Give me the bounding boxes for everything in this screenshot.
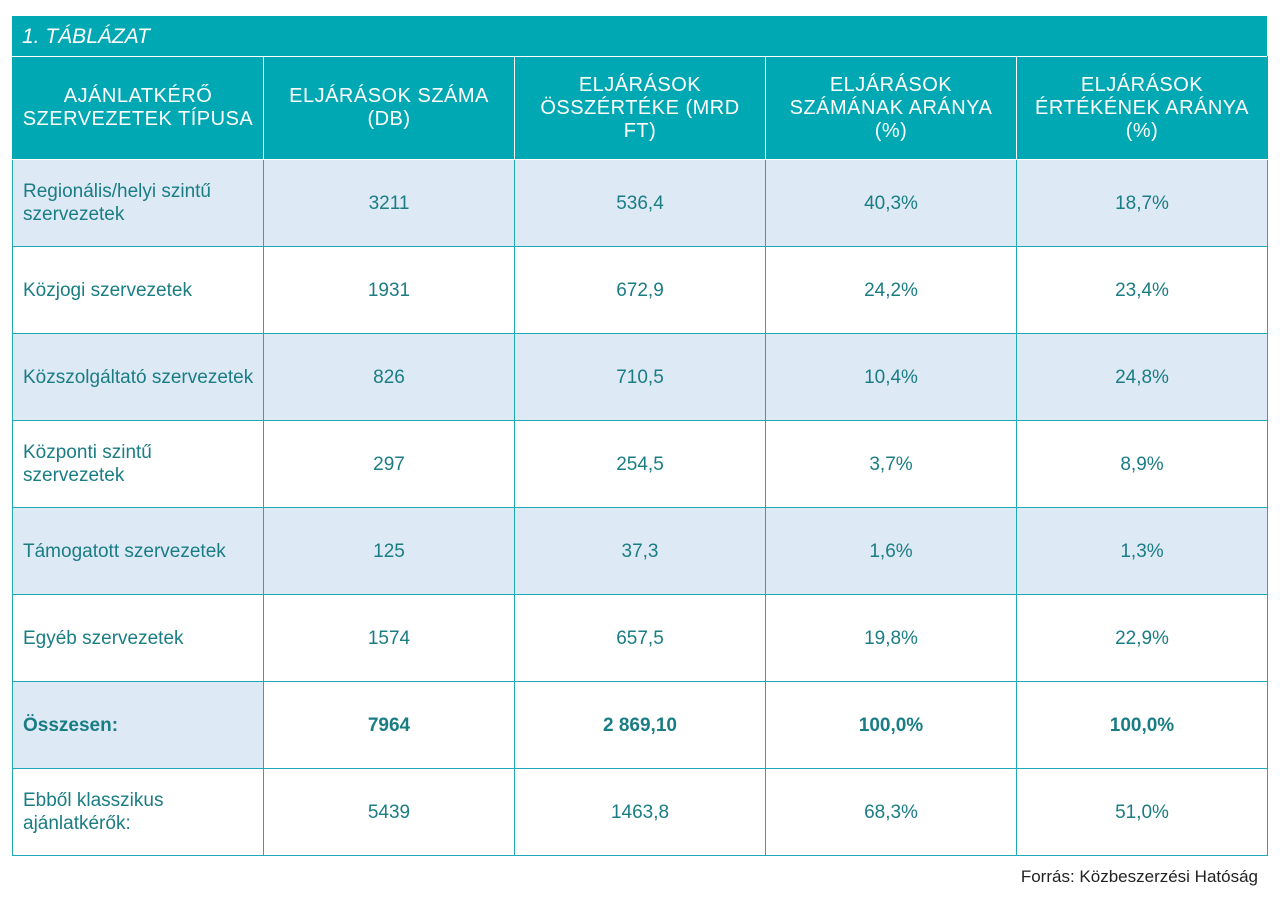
cell-count: 5439 — [263, 768, 515, 856]
cell-value-share: 22,9% — [1016, 594, 1268, 682]
cell-count: 125 — [263, 507, 515, 595]
cell-count-share: 19,8% — [765, 594, 1017, 682]
cell-value-share: 18,7% — [1016, 159, 1268, 247]
cell-value-share: 100,0% — [1016, 681, 1268, 769]
cell-value: 2 869,10 — [514, 681, 766, 769]
header-count-share: ELJÁRÁSOK SZÁMÁNAK ARÁNYA (%) — [765, 56, 1017, 160]
header-proc-count: ELJÁRÁSOK SZÁMA (DB) — [263, 56, 515, 160]
cell-value: 1463,8 — [514, 768, 766, 856]
table-row: Regionális/helyi szintű szervezetek 3211… — [12, 159, 1268, 247]
table-row: Egyéb szervezetek 1574 657,5 19,8% 22,9% — [12, 594, 1268, 682]
cell-value: 254,5 — [514, 420, 766, 508]
cell-value-share: 8,9% — [1016, 420, 1268, 508]
header-row: AJÁNLATKÉRŐ SZERVEZETEK TÍPUSA ELJÁRÁSOK… — [12, 56, 1268, 160]
cell-count-share: 40,3% — [765, 159, 1017, 247]
table-container: 1. TÁBLÁZAT AJÁNLATKÉRŐ SZERVEZETEK TÍPU… — [12, 16, 1268, 856]
cell-value: 672,9 — [514, 246, 766, 334]
row-label: Egyéb szervezetek — [12, 594, 264, 682]
cell-count: 1574 — [263, 594, 515, 682]
cell-count: 297 — [263, 420, 515, 508]
table-row: Közszolgáltató szervezetek 826 710,5 10,… — [12, 333, 1268, 421]
cell-count: 3211 — [263, 159, 515, 247]
source-note: Forrás: Közbeszerzési Hatóság — [1020, 867, 1258, 886]
cell-count-share: 1,6% — [765, 507, 1017, 595]
cell-value: 536,4 — [514, 159, 766, 247]
cell-value-share: 23,4% — [1016, 246, 1268, 334]
cell-value-share: 24,8% — [1016, 333, 1268, 421]
cell-value: 710,5 — [514, 333, 766, 421]
header-proc-value: ELJÁRÁSOK ÖSSZÉRTÉKE (MRD FT) — [514, 56, 766, 160]
table-row: Közjogi szervezetek 1931 672,9 24,2% 23,… — [12, 246, 1268, 334]
row-label: Összesen: — [12, 681, 264, 769]
cell-value-share: 51,0% — [1016, 768, 1268, 856]
table-row: Ebből klasszikus ajánlatkérők: 5439 1463… — [12, 768, 1268, 856]
header-value-share: ELJÁRÁSOK ÉRTÉKÉNEK ARÁNYA (%) — [1016, 56, 1268, 160]
table-row: Központi szintű szervezetek 297 254,5 3,… — [12, 420, 1268, 508]
cell-count: 7964 — [263, 681, 515, 769]
table-row: Támogatott szervezetek 125 37,3 1,6% 1,3… — [12, 507, 1268, 595]
cell-count-share: 10,4% — [765, 333, 1017, 421]
cell-count-share: 3,7% — [765, 420, 1017, 508]
cell-count: 826 — [263, 333, 515, 421]
row-label: Regionális/helyi szintű szervezetek — [12, 159, 264, 247]
total-row: Összesen: 7964 2 869,10 100,0% 100,0% — [12, 681, 1268, 769]
cell-value-share: 1,3% — [1016, 507, 1268, 595]
cell-count-share: 24,2% — [765, 246, 1017, 334]
row-label: Ebből klasszikus ajánlatkérők: — [12, 768, 264, 856]
data-table: AJÁNLATKÉRŐ SZERVEZETEK TÍPUSA ELJÁRÁSOK… — [12, 56, 1268, 856]
row-label: Központi szintű szervezetek — [12, 420, 264, 508]
row-label: Közjogi szervezetek — [12, 246, 264, 334]
cell-count: 1931 — [263, 246, 515, 334]
cell-value: 37,3 — [514, 507, 766, 595]
cell-value: 657,5 — [514, 594, 766, 682]
table-caption: 1. TÁBLÁZAT — [12, 16, 1267, 56]
row-label: Támogatott szervezetek — [12, 507, 264, 595]
row-label: Közszolgáltató szervezetek — [12, 333, 264, 421]
cell-count-share: 100,0% — [765, 681, 1017, 769]
cell-count-share: 68,3% — [765, 768, 1017, 856]
header-org-type: AJÁNLATKÉRŐ SZERVEZETEK TÍPUSA — [12, 56, 264, 160]
